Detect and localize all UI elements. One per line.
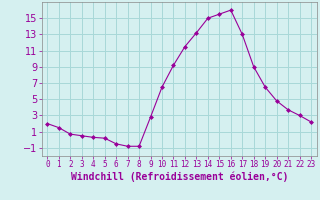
X-axis label: Windchill (Refroidissement éolien,°C): Windchill (Refroidissement éolien,°C)	[70, 172, 288, 182]
